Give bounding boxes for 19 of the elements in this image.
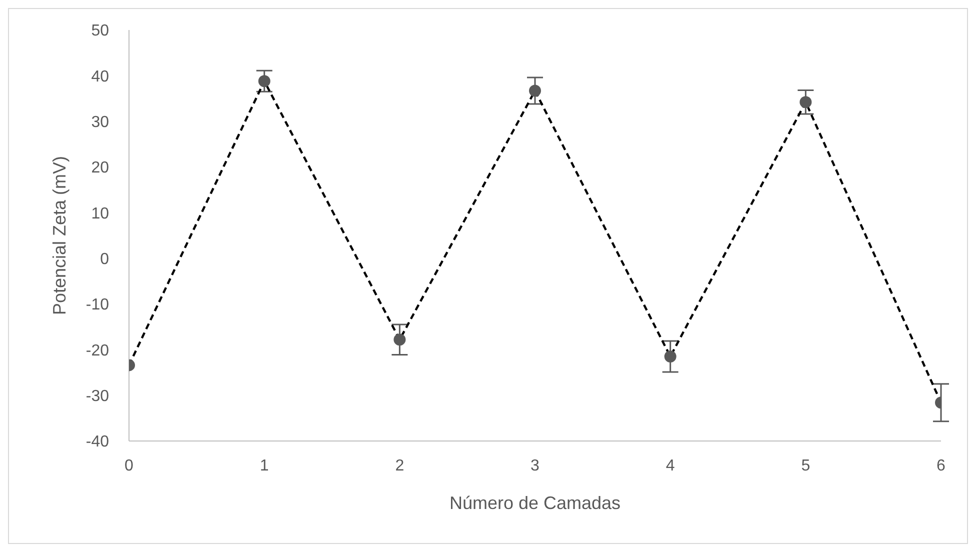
x-tick-label: 6	[936, 457, 946, 474]
y-tick-label: 50	[91, 22, 110, 40]
x-tick-label: 1	[260, 457, 269, 474]
x-tick-label: 3	[530, 457, 540, 474]
y-tick-label: 0	[100, 251, 110, 268]
x-tick-label: 2	[395, 457, 404, 474]
x-tick-label: 5	[801, 457, 810, 474]
y-tick-label: 40	[91, 68, 110, 86]
y-tick-label: 30	[91, 114, 110, 132]
y-tick-label: -20	[86, 342, 110, 360]
y-tick-label: 20	[91, 160, 110, 177]
x-tick-label: 0	[124, 457, 134, 474]
y-tick-label: -10	[86, 296, 110, 314]
y-tick-label: -40	[86, 434, 110, 451]
x-axis-title: Número de Camadas	[449, 493, 621, 513]
y-axis-title: Potencial Zeta (mV)	[49, 156, 70, 316]
y-tick-label: 10	[91, 205, 110, 222]
y-tick-label: -30	[86, 388, 110, 406]
x-tick-label: 4	[666, 457, 675, 474]
